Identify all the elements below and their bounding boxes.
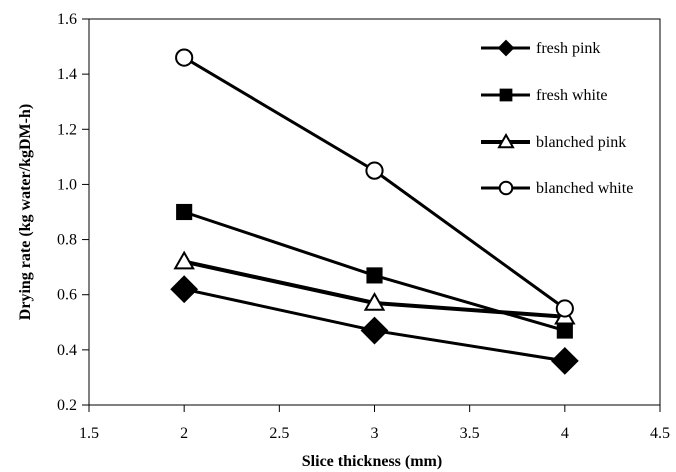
y-axis-title: Drying rate (kg water/kgDM-h) [17, 104, 34, 320]
legend-item: blanched pink [481, 132, 626, 151]
legend-item: fresh pink [481, 39, 600, 57]
series-blanched-white [175, 48, 574, 318]
diamond-marker [550, 346, 579, 375]
circle-marker [175, 48, 194, 67]
x-tick-label: 3.5 [460, 425, 480, 442]
legend: fresh pink fresh white blanched pink blanch… [481, 39, 633, 197]
x-tick-label: 1.5 [79, 425, 99, 442]
y-tick-label: 0.2 [57, 397, 77, 414]
series-blanched-pink [173, 250, 576, 325]
x-tick-label: 2.5 [269, 425, 289, 442]
series-layer [170, 48, 579, 375]
diamond-legend-marker [497, 39, 515, 57]
y-axis-ticks: 0.2 0.4 0.6 0.8 1.0 1.2 1.4 1.6 [57, 11, 89, 414]
legend-label: fresh white [536, 87, 608, 104]
circle-legend-marker [498, 180, 514, 196]
plot-area-frame [88, 18, 661, 406]
legend-item: blanched white [481, 180, 633, 197]
y-tick-label: 1.4 [57, 66, 77, 83]
circle-marker [555, 299, 574, 318]
square-marker [556, 322, 573, 339]
square-legend-marker [499, 88, 513, 102]
triangle-marker [173, 250, 195, 270]
y-tick-label: 0.6 [57, 287, 77, 304]
legend-label: blanched white [536, 180, 633, 197]
series-fresh-pink [170, 275, 579, 375]
circle-marker [365, 161, 384, 180]
legend-item: fresh white [481, 87, 608, 104]
y-tick-label: 0.4 [57, 342, 77, 359]
y-tick-label: 1.2 [57, 121, 77, 138]
y-tick-label: 0.8 [57, 232, 77, 249]
x-axis-ticks: 1.5 2 2.5 3 3.5 4 4.5 [79, 405, 670, 442]
diamond-marker [360, 316, 389, 345]
y-tick-label: 1.6 [57, 11, 77, 28]
square-marker [366, 267, 383, 284]
x-tick-label: 4.5 [650, 425, 670, 442]
legend-label: blanched pink [536, 134, 626, 151]
triangle-legend-marker [497, 132, 515, 149]
x-tick-label: 3 [371, 425, 379, 442]
legend-label: fresh pink [536, 40, 600, 57]
diamond-marker [170, 275, 199, 304]
x-tick-label: 4 [561, 425, 569, 442]
y-tick-label: 1.0 [57, 176, 77, 193]
x-axis-title: Slice thickness (mm) [302, 453, 442, 470]
x-tick-label: 2 [180, 425, 188, 442]
triangle-marker [363, 291, 386, 311]
square-marker [176, 203, 193, 221]
